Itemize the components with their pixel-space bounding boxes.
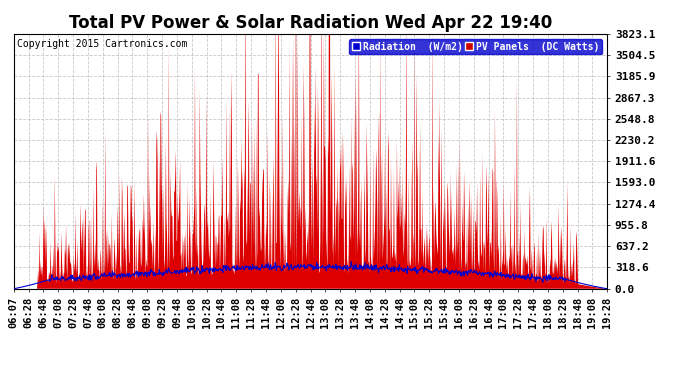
Text: Copyright 2015 Cartronics.com: Copyright 2015 Cartronics.com xyxy=(17,39,187,49)
Legend: Radiation  (W/m2), PV Panels  (DC Watts): Radiation (W/m2), PV Panels (DC Watts) xyxy=(349,39,602,54)
Title: Total PV Power & Solar Radiation Wed Apr 22 19:40: Total PV Power & Solar Radiation Wed Apr… xyxy=(69,14,552,32)
